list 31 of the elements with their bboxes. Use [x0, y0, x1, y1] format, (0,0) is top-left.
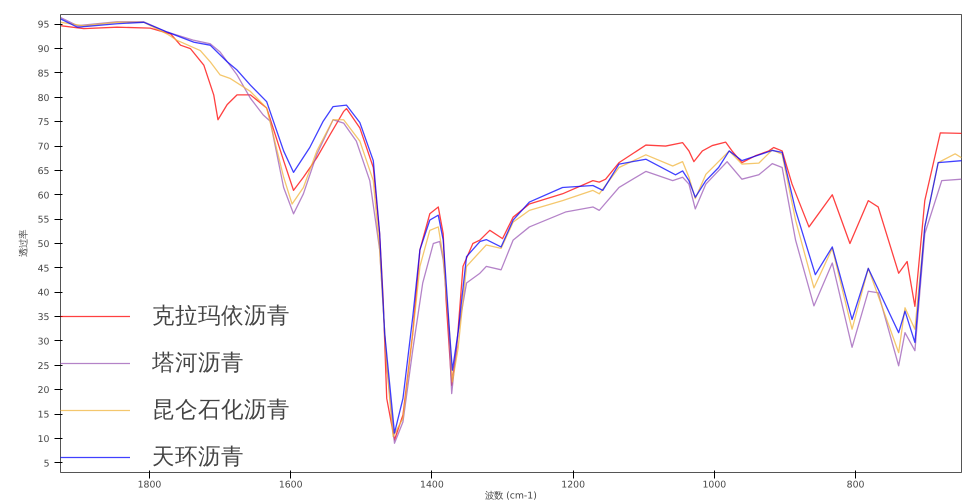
y-axis-title: 透过率 [18, 230, 30, 257]
y-tick-label: 70 [38, 142, 50, 153]
x-axis-title: 波数 (cm-1) [485, 490, 537, 502]
x-tick-label: 1600 [278, 480, 303, 490]
y-tick-label: 85 [38, 68, 50, 80]
y-tick-label: 90 [38, 44, 50, 56]
y-tick-label: 60 [38, 190, 50, 202]
legend-label: 天环沥青 [152, 443, 244, 472]
y-tick-label: 45 [38, 263, 50, 274]
y-tick-label: 5 [44, 458, 50, 470]
y-tick-label: 50 [38, 239, 50, 250]
legend-label: 塔河沥青 [152, 349, 244, 378]
legend-label: 昆仑石化沥青 [152, 396, 290, 425]
x-tick-label: 1000 [702, 480, 726, 490]
y-tick-label: 20 [38, 385, 50, 396]
x-tick-label: 1200 [561, 480, 586, 490]
y-tick-label: 35 [38, 312, 50, 324]
legend-label: 克拉玛依沥青 [152, 302, 290, 331]
x-tick-label: 1400 [420, 480, 444, 490]
y-tick-label: 65 [38, 166, 50, 177]
y-tick-label: 55 [38, 214, 50, 226]
y-tick-label: 15 [38, 410, 50, 421]
y-tick-label: 80 [38, 92, 50, 104]
x-tick-label: 800 [846, 480, 865, 490]
y-tick-label: 30 [38, 336, 50, 348]
y-tick-label: 25 [38, 360, 50, 372]
y-tick-label: 75 [38, 117, 50, 128]
y-tick-label: 10 [38, 434, 50, 445]
x-tick-label: 1800 [138, 480, 162, 490]
y-tick-label: 95 [38, 20, 50, 31]
y-tick-label: 40 [38, 288, 50, 299]
